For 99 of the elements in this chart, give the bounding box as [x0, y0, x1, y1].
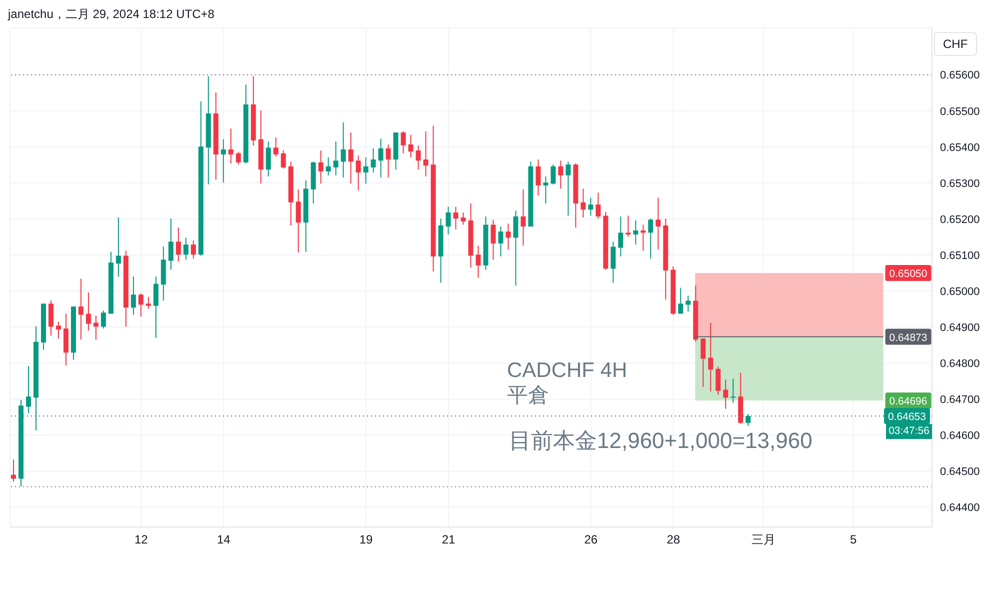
- annotation: 目前本金12,960+1,000=13,960: [509, 428, 812, 454]
- candlestick: [183, 237, 188, 260]
- y-tick-label: 0.64700: [940, 394, 980, 406]
- candlestick: [356, 155, 361, 191]
- candlestick: [656, 197, 661, 250]
- candlestick: [93, 315, 98, 340]
- candlestick: [326, 156, 331, 176]
- x-tick-label: 26: [584, 532, 598, 547]
- ref-line-label: 0.64653: [888, 411, 926, 424]
- candlestick: [153, 276, 158, 338]
- candlestick: [333, 140, 338, 176]
- candlestick: [648, 218, 654, 260]
- candlestick: [610, 241, 616, 284]
- y-tick-label: 0.64800: [940, 358, 980, 370]
- y-tick-label: 0.64400: [940, 502, 980, 514]
- candlestick: [168, 218, 174, 270]
- candlestick: [78, 278, 84, 340]
- candlestick: [378, 138, 384, 178]
- candlestick: [678, 287, 684, 314]
- y-tick-label: 0.65100: [940, 250, 980, 262]
- band-label: 0.64696: [889, 396, 928, 408]
- candlestick: [596, 192, 601, 220]
- candlestick: [130, 276, 136, 316]
- candlestick: [460, 212, 466, 226]
- candlestick: [386, 144, 391, 178]
- candlestick: [490, 219, 496, 260]
- candlestick: [266, 140, 271, 177]
- candlestick: [730, 378, 736, 404]
- candlestick: [408, 134, 414, 158]
- candlestick: [100, 310, 106, 329]
- candlestick: [56, 321, 61, 340]
- candlestick: [48, 300, 54, 336]
- x-tick-label: 12: [134, 532, 148, 547]
- annotation: CADCHF 4H: [507, 358, 628, 384]
- y-tick-label: 0.65000: [940, 286, 980, 298]
- x-tick-label: 21: [442, 532, 456, 547]
- chart-title: janetchu，二月 29, 2024 18:12 UTC+8: [8, 6, 214, 23]
- candlestick: [228, 128, 234, 164]
- candlestick: [423, 130, 428, 177]
- candlestick: [618, 216, 624, 257]
- candlestick: [370, 148, 376, 173]
- candlestick: [340, 122, 346, 178]
- candlestick: [588, 197, 594, 216]
- annotation: 03:47:56: [886, 424, 932, 439]
- y-tick-label: 0.64600: [940, 430, 980, 442]
- band-label: 0.65050: [889, 268, 928, 280]
- annotation: 平倉: [507, 383, 549, 408]
- candlestick: [318, 150, 324, 184]
- y-tick-label: 0.64900: [940, 322, 980, 334]
- candlestick: [633, 220, 638, 246]
- text: CHF: [934, 32, 977, 56]
- candlestick: [446, 206, 451, 235]
- candlestick: [176, 227, 181, 262]
- candlestick: [453, 206, 458, 230]
- candlestick: [536, 159, 541, 196]
- candlestick: [550, 164, 556, 185]
- candlestick: [116, 217, 121, 278]
- y-tick-label: 0.65500: [940, 106, 980, 118]
- candlestick: [506, 223, 511, 250]
- candlestick: [580, 188, 586, 218]
- candlestick: [236, 151, 241, 166]
- candlestick: [348, 132, 354, 184]
- y-tick-label: 0.65200: [940, 214, 980, 226]
- y-tick-label: 0.65600: [940, 70, 980, 82]
- candlestick: [686, 295, 691, 312]
- candlestick: [520, 188, 526, 246]
- candlestick: [86, 292, 91, 332]
- candlestick: [708, 322, 714, 392]
- candlestick: [146, 296, 151, 310]
- candlestick: [626, 215, 631, 238]
- ref-line-label: 0.64873: [889, 332, 928, 344]
- candlestick: [476, 245, 481, 278]
- x-tick-label: 19: [359, 532, 374, 547]
- candlestick: [543, 176, 548, 204]
- candlestick: [723, 379, 728, 410]
- candlestick: [416, 144, 421, 170]
- candlestick: [513, 210, 518, 286]
- candlestick: [190, 240, 196, 260]
- y-tick-label: 0.65300: [940, 178, 980, 190]
- y-tick-label: 0.65400: [940, 142, 980, 154]
- candlestick: [400, 130, 406, 154]
- candlestick: [566, 161, 571, 216]
- y-tick-label: 0.64500: [940, 466, 980, 478]
- x-tick-label: 5: [850, 532, 857, 547]
- candlestick: [640, 224, 646, 252]
- candlestick: [26, 366, 31, 414]
- x-tick-label: 三月: [751, 532, 776, 547]
- x-tick-label: 14: [216, 532, 231, 547]
- candlestick: [280, 150, 286, 170]
- candlestick: [296, 188, 301, 253]
- candlestick: [273, 137, 278, 158]
- candlestick: [716, 366, 721, 396]
- candlestick: [700, 338, 706, 388]
- candlestick: [138, 293, 144, 318]
- candlestick: [558, 160, 564, 190]
- x-tick-label: 28: [666, 532, 680, 547]
- candlestick: [363, 156, 368, 184]
- candlestick: [220, 138, 226, 184]
- candlestick: [498, 226, 504, 257]
